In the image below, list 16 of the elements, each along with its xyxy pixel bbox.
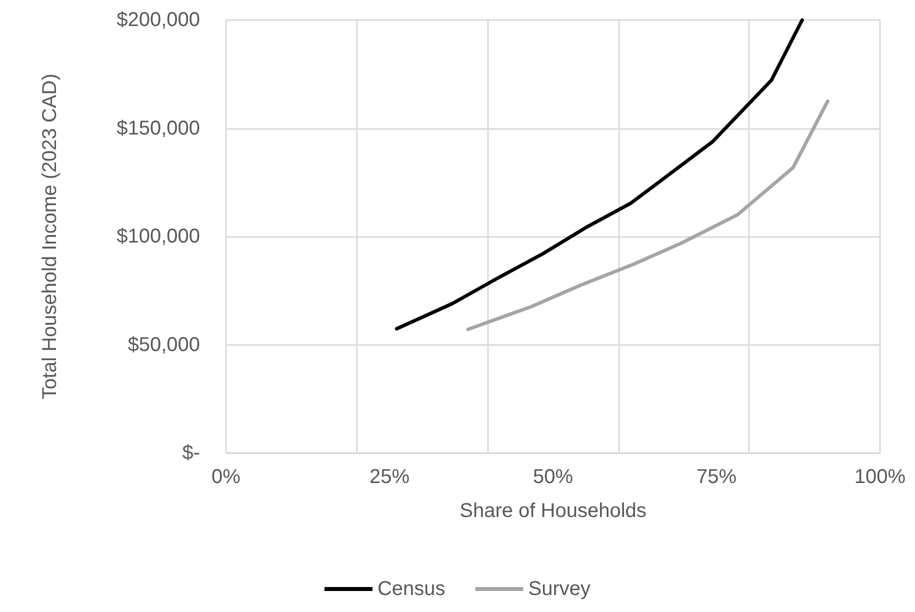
line-series [394,18,804,330]
y-tick-label: $100,000 [116,226,200,248]
line-series [466,99,830,332]
y-axis-title: Total Household Income (2023 CAD) [39,74,61,400]
y-tick-label: $50,000 [128,334,200,356]
x-axis-title: Share of Households [460,500,646,522]
y-tick-label: $- [182,442,200,464]
legend-label: Census [377,578,446,600]
x-tick-label: 75% [696,466,737,488]
y-tick-label: $150,000 [116,117,200,140]
x-tick-label: 100% [854,466,906,488]
y-tick-label: $200,000 [116,9,200,31]
legend-label: Survey [528,578,591,600]
x-tick-label: 25% [369,466,410,488]
x-tick-label: 0% [212,466,241,488]
x-tick-label: 50% [532,466,574,488]
